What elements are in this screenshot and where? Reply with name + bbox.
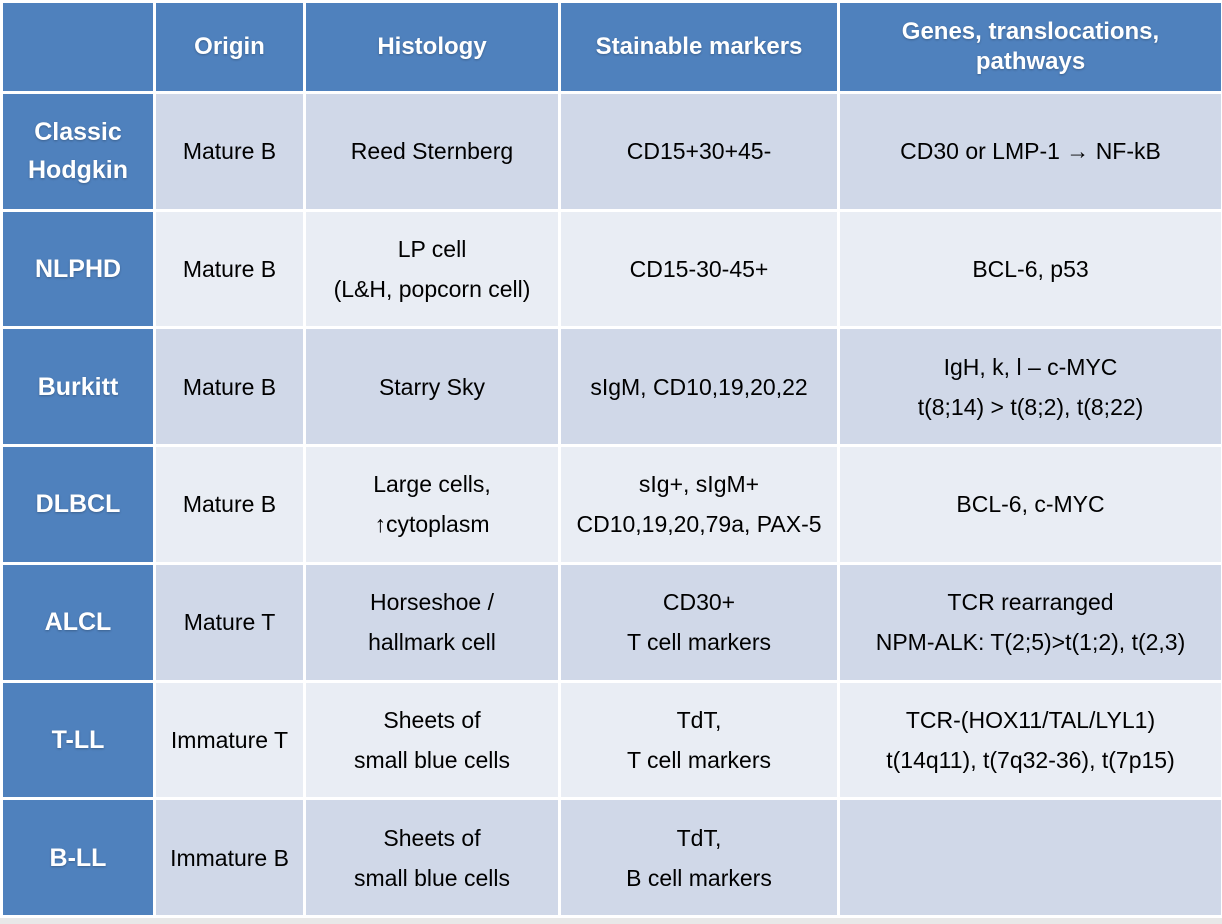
- row-lymphoma-name: NLPHD: [3, 211, 153, 327]
- header-histology: Histology: [306, 3, 558, 91]
- row-genes-line: t(14q11), t(7q32-36), t(7p15): [886, 746, 1175, 773]
- row-origin: Mature B: [156, 329, 303, 445]
- row-lymphoma-name-line: DLBCL: [35, 490, 121, 519]
- row-histology-line: Starry Sky: [378, 373, 486, 400]
- row-histology: Sheets of small blue cells: [306, 800, 558, 915]
- row-lymphoma-name: B-LL: [3, 800, 153, 915]
- header-genes-line: pathways: [975, 48, 1086, 75]
- table-row: Classic Hodgkin Mature B Reed Sternberg CD15…: [3, 94, 1221, 209]
- row-stainable-markers: CD30+ T cell markers: [561, 564, 837, 680]
- row-histology: Reed Sternberg: [306, 94, 558, 209]
- row-origin: Immature T: [156, 682, 303, 798]
- row-histology-line: Reed Sternberg: [350, 138, 514, 165]
- bottom-strip: [0, 918, 1222, 924]
- row-histology: Starry Sky: [306, 329, 558, 445]
- row-lymphoma-name-line: NLPHD: [34, 255, 122, 284]
- row-genes-line: NPM-ALK: T(2;5)>t(1;2), t(2,3): [875, 629, 1186, 656]
- row-histology-line: hallmark cell: [368, 629, 496, 656]
- row-origin: Mature T: [156, 564, 303, 680]
- row-genes: BCL-6, p53: [840, 211, 1221, 327]
- row-genes-line: t(8;14) > t(8;2), t(8;22): [917, 393, 1144, 420]
- header-stainable-markers: Stainable markers: [561, 3, 837, 91]
- row-lymphoma-name-line: ALCL: [44, 608, 112, 637]
- row-histology: Horseshoe / hallmark cell: [306, 564, 558, 680]
- row-origin: Immature B: [156, 800, 303, 915]
- row-lymphoma-name: Burkitt: [3, 329, 153, 445]
- header-corner: [3, 3, 153, 91]
- row-lymphoma-name: DLBCL: [3, 447, 153, 562]
- row-lymphoma-name: Classic Hodgkin: [3, 94, 153, 209]
- row-histology-line: Sheets of: [383, 706, 481, 733]
- table-row: DLBCL Mature B Large cells, ↑cytoplasm sIg+,…: [3, 447, 1221, 562]
- row-stainable-markers: CD15+30+45-: [561, 94, 837, 209]
- row-lymphoma-name-line: Hodgkin: [28, 156, 128, 185]
- row-genes: BCL-6, c-MYC: [840, 447, 1221, 562]
- row-stainable-markers-line: sIg+, sIgM+: [638, 471, 760, 498]
- row-histology-line: small blue cells: [354, 864, 510, 891]
- row-stainable-markers: TdT, T cell markers: [561, 682, 837, 798]
- row-stainable-markers-line: CD15-30-45+: [629, 256, 769, 283]
- row-stainable-markers-line: TdT,: [676, 824, 722, 851]
- row-lymphoma-name-line: B-LL: [49, 843, 107, 872]
- row-origin: Mature B: [156, 211, 303, 327]
- row-genes-line: BCL-6, c-MYC: [956, 491, 1105, 518]
- row-histology-line: small blue cells: [354, 746, 510, 773]
- row-genes-line: CD30 or LMP-1 → NF-kB: [900, 138, 1161, 165]
- row-stainable-markers: TdT, B cell markers: [561, 800, 837, 915]
- row-genes: CD30 or LMP-1 → NF-kB: [840, 94, 1221, 209]
- header-genes-line: Genes, translocations,: [901, 18, 1160, 45]
- row-lymphoma-name-line: Burkitt: [37, 372, 119, 401]
- header-origin: Origin: [156, 3, 303, 91]
- table-row: B-LL Immature B Sheets of small blue cells T…: [3, 800, 1221, 915]
- row-histology-line: (L&H, popcorn cell): [333, 276, 531, 303]
- row-stainable-markers-line: T cell markers: [627, 746, 771, 773]
- row-lymphoma-name-line: Classic: [34, 118, 122, 147]
- row-origin: Mature B: [156, 94, 303, 209]
- row-stainable-markers-line: CD10,19,20,79a, PAX-5: [576, 511, 822, 538]
- table-row: ALCL Mature T Horseshoe / hallmark cell CD30…: [3, 564, 1221, 680]
- row-stainable-markers-line: TdT,: [676, 706, 722, 733]
- row-genes: TCR rearranged NPM-ALK: T(2;5)>t(1;2), t(…: [840, 564, 1221, 680]
- row-genes-line: TCR rearranged: [947, 589, 1114, 616]
- row-origin: Mature B: [156, 447, 303, 562]
- row-genes-line: BCL-6, p53: [972, 256, 1089, 283]
- row-histology-line: ↑cytoplasm: [374, 511, 490, 538]
- row-stainable-markers-line: CD15+30+45-: [626, 138, 772, 165]
- row-genes-line: TCR-(HOX11/TAL/LYL1): [905, 706, 1156, 733]
- row-stainable-markers-line: CD30+: [662, 589, 736, 616]
- row-lymphoma-name-line: T-LL: [51, 725, 105, 754]
- table-row: T-LL Immature T Sheets of small blue cells T…: [3, 682, 1221, 798]
- row-stainable-markers: CD15-30-45+: [561, 211, 837, 327]
- header-row: Origin Histology Stainable markers Genes…: [3, 3, 1221, 91]
- row-genes-line: IgH, k, l – c-MYC: [943, 353, 1118, 380]
- row-genes: [840, 800, 1221, 915]
- table-row: Burkitt Mature B Starry Sky sIgM, CD10,19,2…: [3, 329, 1221, 445]
- row-histology-line: Large cells,: [373, 471, 491, 498]
- row-histology: Large cells, ↑cytoplasm: [306, 447, 558, 562]
- row-lymphoma-name: ALCL: [3, 564, 153, 680]
- row-histology: LP cell (L&H, popcorn cell): [306, 211, 558, 327]
- row-histology: Sheets of small blue cells: [306, 682, 558, 798]
- row-stainable-markers: sIg+, sIgM+ CD10,19,20,79a, PAX-5: [561, 447, 837, 562]
- row-histology-line: Sheets of: [383, 824, 481, 851]
- row-stainable-markers-line: sIgM, CD10,19,20,22: [590, 373, 808, 400]
- row-genes: IgH, k, l – c-MYC t(8;14) > t(8;2), t(8;2…: [840, 329, 1221, 445]
- table-row: NLPHD Mature B LP cell (L&H, popcorn cell) C…: [3, 211, 1221, 327]
- row-stainable-markers: sIgM, CD10,19,20,22: [561, 329, 837, 445]
- row-histology-line: LP cell: [397, 236, 467, 263]
- row-histology-line: Horseshoe /: [369, 589, 494, 616]
- row-stainable-markers-line: B cell markers: [626, 864, 772, 891]
- header-genes: Genes, translocations, pathways: [840, 3, 1221, 91]
- row-genes: TCR-(HOX11/TAL/LYL1) t(14q11), t(7q32-36)…: [840, 682, 1221, 798]
- row-stainable-markers-line: T cell markers: [627, 629, 771, 656]
- row-lymphoma-name: T-LL: [3, 682, 153, 798]
